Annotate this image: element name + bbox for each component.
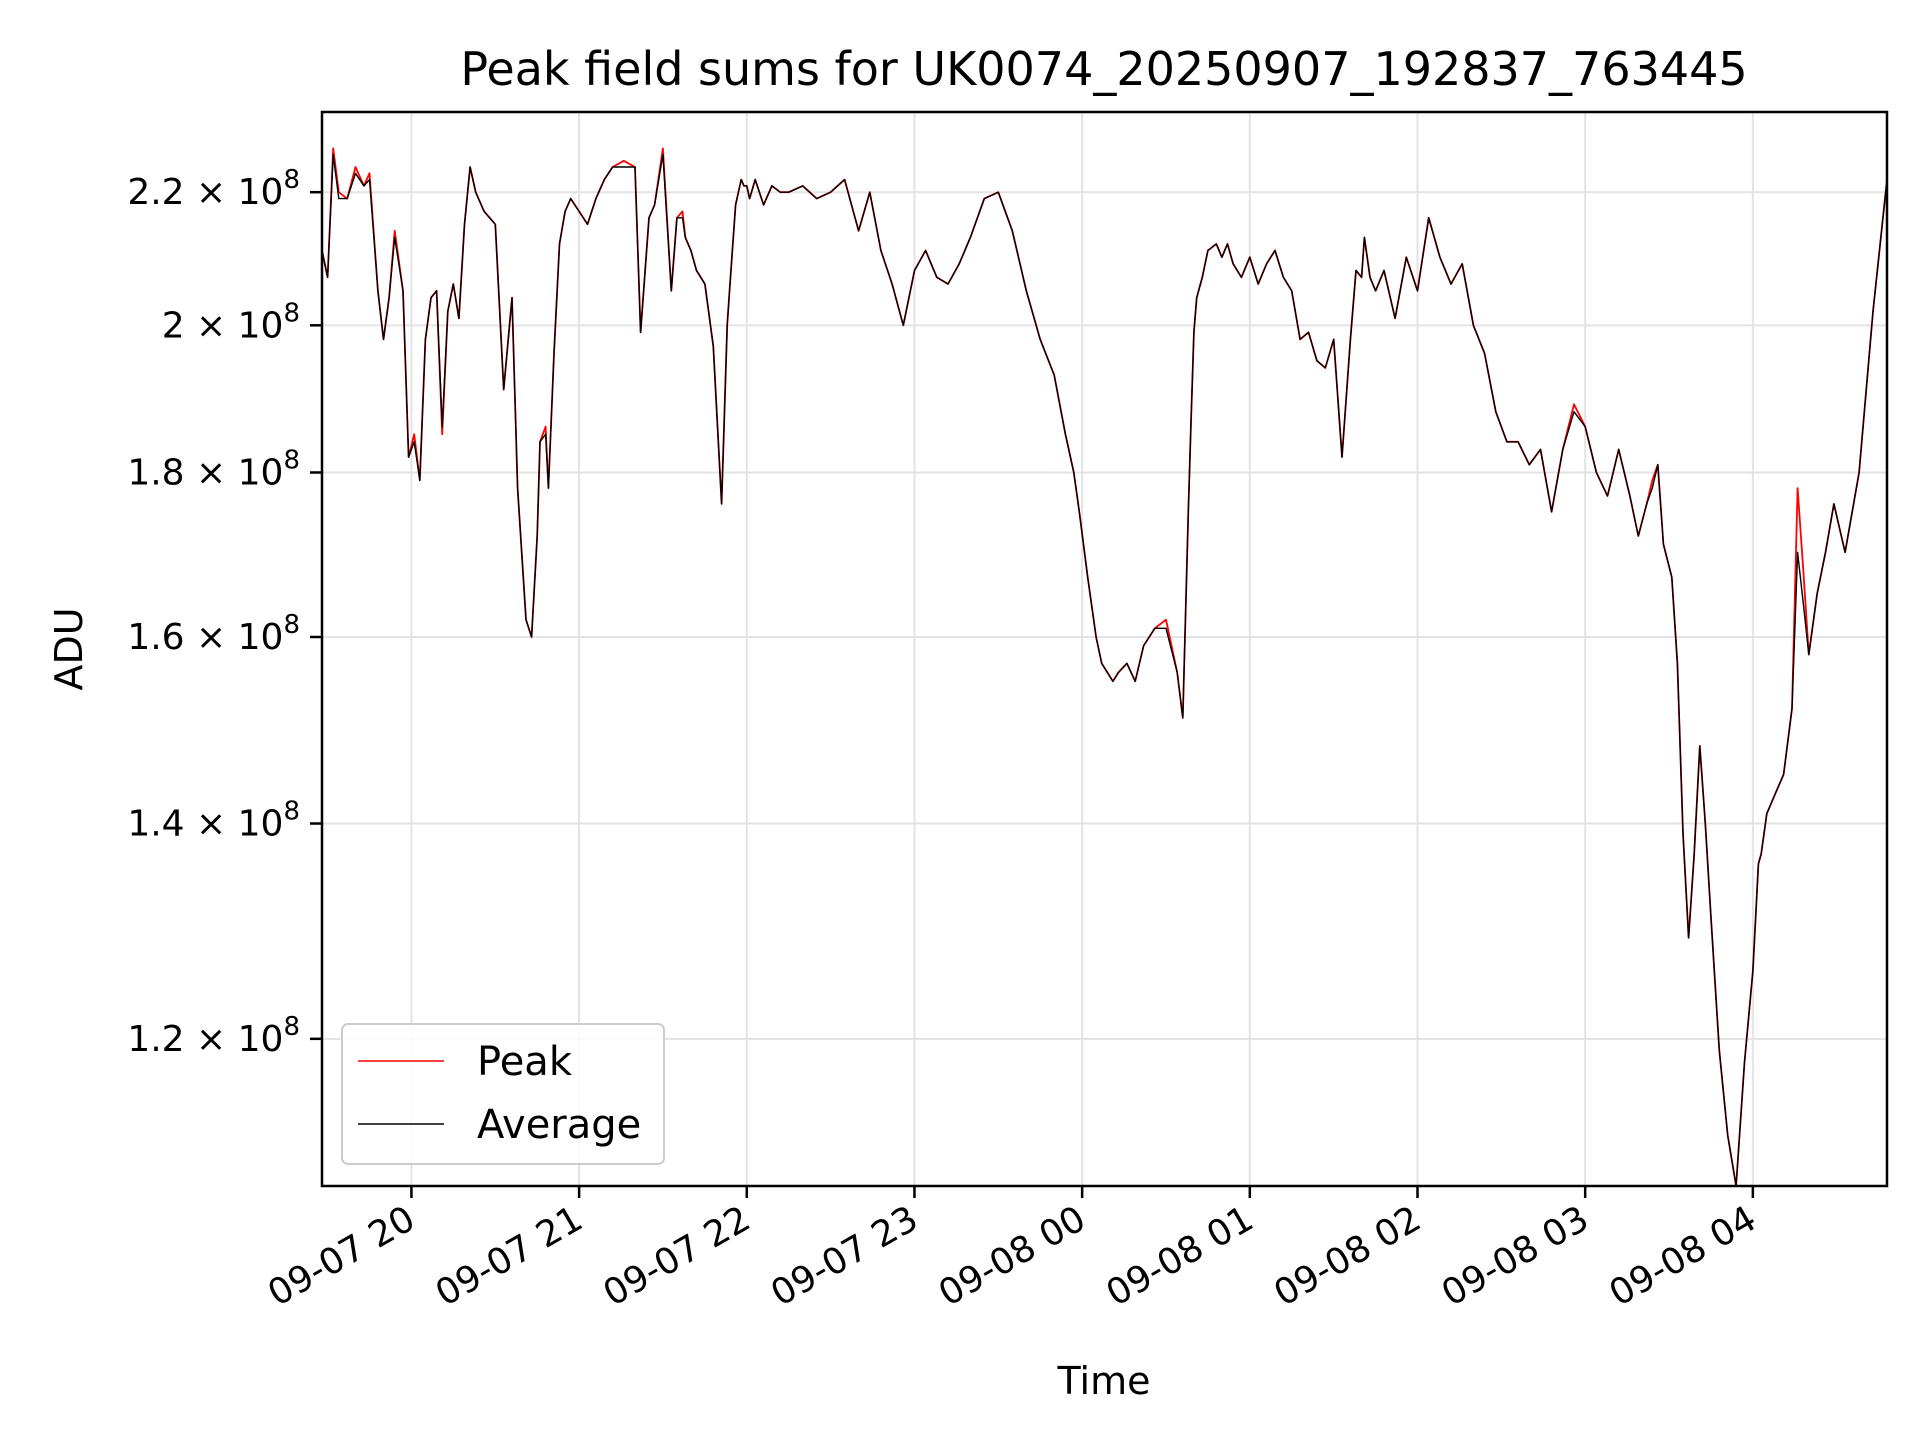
y-axis-label: ADU: [47, 607, 91, 690]
legend-label-average: Average: [477, 1102, 641, 1148]
series-lines: [321, 147, 1888, 1187]
y-tick-label: 1.2 × 108: [127, 1012, 300, 1060]
legend-box: [341, 1023, 665, 1165]
y-tick-label: 1.6 × 108: [127, 610, 300, 658]
legend-label-peak: Peak: [477, 1039, 573, 1085]
grid: [322, 112, 1887, 1186]
y-tick-label: 2.2 × 108: [127, 165, 300, 213]
plot-frame: [320, 110, 1889, 1188]
series-line-average: [321, 153, 1888, 1187]
chart-title: Peak field sums for UK0074_20250907_1928…: [460, 42, 1747, 96]
x-axis-label: Time: [1057, 1359, 1151, 1403]
legend: Peak Average: [341, 1023, 665, 1165]
y-tick-label: 2 × 108: [162, 298, 300, 346]
y-tick-label: 1.4 × 108: [127, 797, 300, 845]
y-tick-label: 1.8 × 108: [127, 445, 300, 493]
